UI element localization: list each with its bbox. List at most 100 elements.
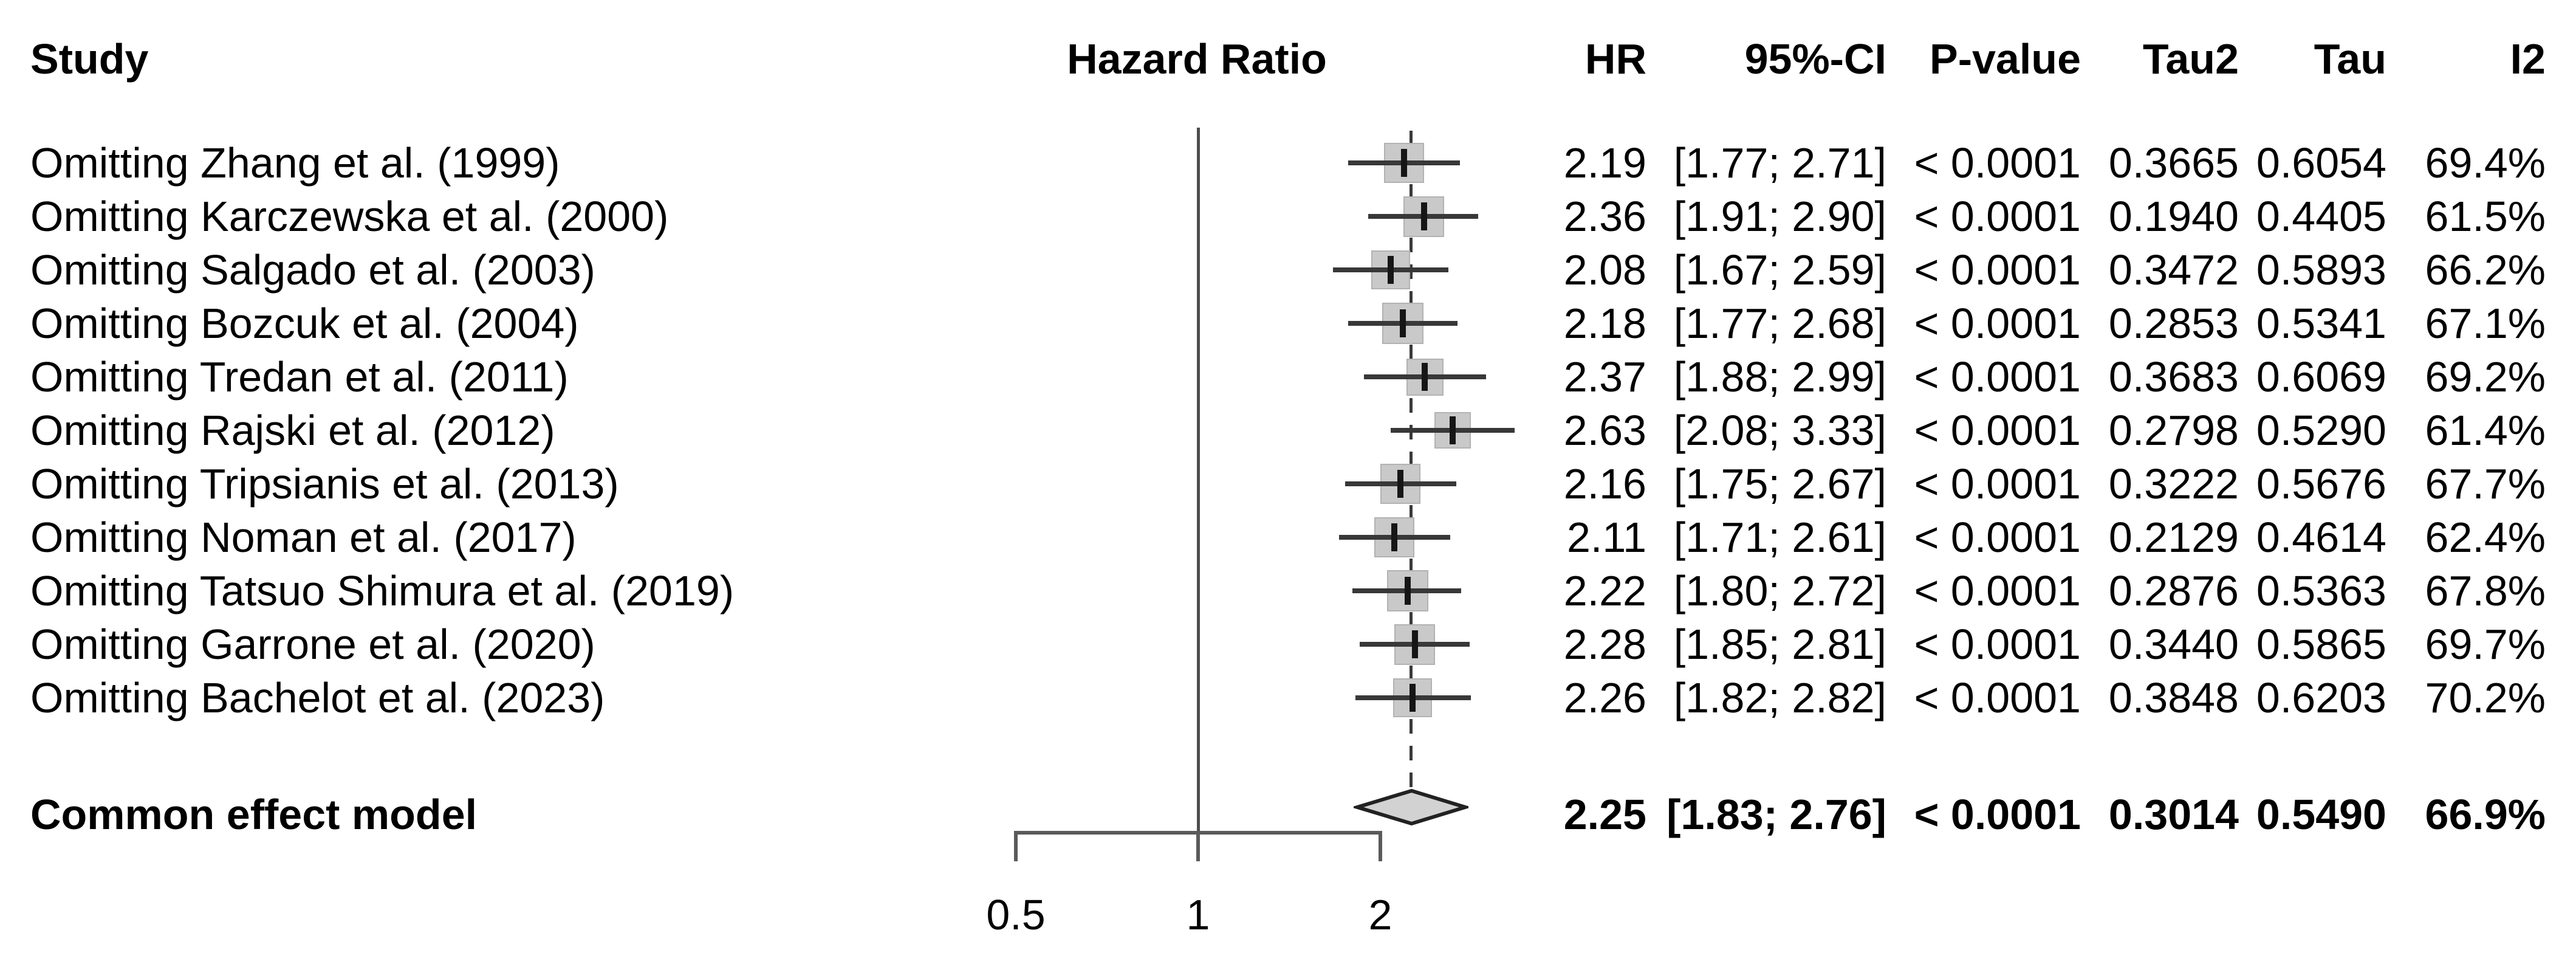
pvalue-value: < 0.0001 — [1914, 353, 2081, 401]
column-header-study: Study — [30, 35, 149, 83]
hr-value: 2.28 — [1563, 621, 1646, 668]
summary-tau: 0.5490 — [2256, 791, 2386, 838]
reference-line-hr-1 — [1196, 128, 1200, 831]
pvalue-value: < 0.0001 — [1914, 193, 2081, 240]
pooled-estimate-dashed-line — [1410, 131, 1413, 791]
column-header-tau2: Tau2 — [2142, 35, 2239, 83]
tau-value: 0.5290 — [2256, 407, 2386, 454]
tau-value: 0.5363 — [2256, 567, 2386, 615]
ci-value: [1.88; 2.99] — [1673, 353, 1886, 401]
summary-pvalue: < 0.0001 — [1914, 791, 2081, 838]
study-label: Omitting Noman et al. (2017) — [30, 514, 577, 561]
pvalue-value: < 0.0001 — [1914, 621, 2081, 668]
pvalue-value: < 0.0001 — [1914, 139, 2081, 187]
pvalue-value: < 0.0001 — [1914, 300, 2081, 347]
tau-value: 0.4405 — [2256, 193, 2386, 240]
ci-value: [1.77; 2.68] — [1673, 300, 1886, 347]
hr-value: 2.36 — [1563, 193, 1646, 240]
i2-value: 70.2% — [2425, 674, 2546, 721]
summary-label: Common effect model — [30, 791, 478, 838]
study-label: Omitting Karczewska et al. (2000) — [30, 193, 669, 240]
ci-value: [1.75; 2.67] — [1673, 460, 1886, 508]
tau2-value: 0.3440 — [2108, 621, 2239, 668]
study-label: Omitting Bozcuk et al. (2004) — [30, 300, 579, 347]
hr-value: 2.37 — [1563, 353, 1646, 401]
pvalue-value: < 0.0001 — [1914, 407, 2081, 454]
pvalue-value: < 0.0001 — [1914, 246, 2081, 294]
i2-value: 69.4% — [2425, 139, 2546, 187]
tau-value: 0.5676 — [2256, 460, 2386, 508]
point-estimate-tick — [1387, 256, 1394, 284]
hr-value: 2.19 — [1563, 139, 1646, 187]
tau2-value: 0.3665 — [2108, 139, 2239, 187]
ci-value: [1.82; 2.82] — [1673, 674, 1886, 721]
study-label: Omitting Zhang et al. (1999) — [30, 139, 560, 187]
hr-value: 2.26 — [1563, 674, 1646, 721]
point-estimate-tick — [1420, 202, 1427, 230]
hr-value: 2.63 — [1563, 407, 1646, 454]
study-label: Omitting Salgado et al. (2003) — [30, 246, 595, 294]
x-axis-tick-2 — [1379, 831, 1382, 861]
column-header-hazard-ratio: Hazard Ratio — [1067, 35, 1327, 83]
hr-value: 2.18 — [1563, 300, 1646, 347]
pvalue-value: < 0.0001 — [1914, 460, 2081, 508]
study-label: Omitting Tredan et al. (2011) — [30, 353, 569, 401]
tau2-value: 0.3683 — [2108, 353, 2239, 401]
tau-value: 0.6203 — [2256, 674, 2386, 721]
point-estimate-tick — [1422, 363, 1428, 391]
summary-diamond — [1353, 788, 1469, 826]
i2-value: 69.2% — [2425, 353, 2546, 401]
tau2-value: 0.3222 — [2108, 460, 2239, 508]
x-axis-tick-label: 2 — [1368, 891, 1392, 938]
point-estimate-tick — [1400, 309, 1406, 337]
study-label: Omitting Tripsianis et al. (2013) — [30, 460, 619, 508]
diamond-shape — [1353, 788, 1469, 826]
x-axis-tick-label: 0.5 — [986, 891, 1046, 938]
tau-value: 0.4614 — [2256, 514, 2386, 561]
hr-value: 2.16 — [1563, 460, 1646, 508]
point-estimate-tick — [1405, 577, 1411, 605]
column-header-tau: Tau — [2314, 35, 2386, 83]
column-header-ci: 95%-CI — [1744, 35, 1886, 83]
summary-tau2: 0.3014 — [2108, 791, 2239, 838]
hr-value: 2.22 — [1563, 567, 1646, 615]
column-header-i2: I2 — [2510, 35, 2546, 83]
study-label: Omitting Tatsuo Shimura et al. (2019) — [30, 567, 735, 615]
summary-hr: 2.25 — [1563, 791, 1646, 838]
i2-value: 61.4% — [2425, 407, 2546, 454]
i2-value: 61.5% — [2425, 193, 2546, 240]
tau2-value: 0.2876 — [2108, 567, 2239, 615]
i2-value: 67.1% — [2425, 300, 2546, 347]
summary-ci: [1.83; 2.76] — [1667, 791, 1886, 838]
pvalue-value: < 0.0001 — [1914, 674, 2081, 721]
pvalue-value: < 0.0001 — [1914, 514, 2081, 561]
tau-value: 0.5341 — [2256, 300, 2386, 347]
summary-i2: 66.9% — [2425, 791, 2546, 838]
tau-value: 0.6054 — [2256, 139, 2386, 187]
i2-value: 69.7% — [2425, 621, 2546, 668]
tau2-value: 0.2129 — [2108, 514, 2239, 561]
hr-value: 2.11 — [1566, 514, 1646, 561]
point-estimate-tick — [1449, 416, 1456, 444]
tau-value: 0.5893 — [2256, 246, 2386, 294]
ci-value: [1.91; 2.90] — [1673, 193, 1886, 240]
study-label: Omitting Garrone et al. (2020) — [30, 621, 595, 668]
pvalue-value: < 0.0001 — [1914, 567, 2081, 615]
x-axis-tick-1 — [1196, 831, 1200, 861]
x-axis-tick-0.5 — [1014, 831, 1018, 861]
column-header-pvalue: P-value — [1930, 35, 2081, 83]
i2-value: 67.8% — [2425, 567, 2546, 615]
ci-value: [1.80; 2.72] — [1673, 567, 1886, 615]
tau-value: 0.5865 — [2256, 621, 2386, 668]
hr-value: 2.08 — [1563, 246, 1646, 294]
ci-value: [2.08; 3.33] — [1673, 407, 1886, 454]
tau-value: 0.6069 — [2256, 353, 2386, 401]
point-estimate-tick — [1409, 684, 1416, 712]
point-estimate-tick — [1397, 470, 1404, 498]
ci-value: [1.77; 2.71] — [1673, 139, 1886, 187]
ci-value: [1.85; 2.81] — [1673, 621, 1886, 668]
point-estimate-tick — [1391, 523, 1398, 551]
ci-value: [1.71; 2.61] — [1673, 514, 1886, 561]
i2-value: 66.2% — [2425, 246, 2546, 294]
